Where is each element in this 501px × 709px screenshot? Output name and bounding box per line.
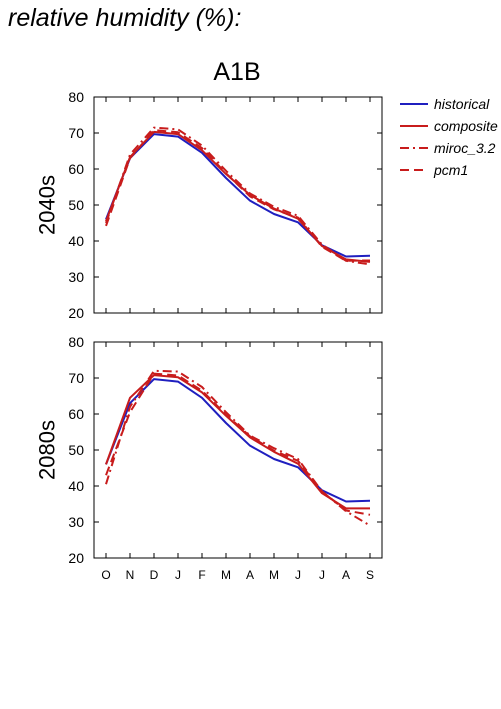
series-line-pcm1	[105, 372, 371, 516]
y-tick-label: 50	[68, 197, 84, 213]
legend-label: pcm1	[433, 162, 468, 178]
y-tick-label: 80	[68, 89, 84, 105]
series-line-miroc-3-2	[105, 369, 371, 527]
page-title: relative humidity (%):	[8, 4, 242, 32]
y-tick-label: 70	[68, 370, 84, 386]
y-tick-label: 80	[68, 334, 84, 350]
series-line-pcm1	[105, 129, 371, 262]
x-tick-label: M	[269, 568, 279, 582]
plot-frame	[93, 96, 383, 314]
y-tick-label: 40	[68, 478, 84, 494]
x-tick-label: A	[246, 568, 254, 582]
x-tick-label: A	[342, 568, 350, 582]
y-tick-label: 60	[68, 161, 84, 177]
y-tick-label: 50	[68, 442, 84, 458]
series-line-historical	[105, 378, 371, 503]
x-tick-label: J	[319, 568, 325, 582]
x-tick-label: D	[150, 568, 159, 582]
y-tick-label: 20	[68, 305, 84, 321]
y-tick-label: 30	[68, 269, 84, 285]
legend-label: miroc_3.2	[434, 140, 496, 156]
series-line-historical	[105, 133, 371, 258]
plot-frame	[93, 341, 383, 559]
y-tick-label: 30	[68, 514, 84, 530]
panel-ylabel: 2080s	[35, 420, 60, 480]
series-line-miroc-3-2	[105, 126, 371, 266]
legend-label: composite	[434, 118, 498, 134]
legend-label: historical	[434, 96, 490, 112]
y-tick-label: 60	[68, 406, 84, 422]
y-tick-label: 70	[68, 125, 84, 141]
series-line-composite	[105, 130, 371, 263]
y-tick-label: 40	[68, 233, 84, 249]
x-tick-label: S	[366, 568, 374, 582]
x-tick-label: J	[175, 568, 181, 582]
panel-ylabel: 2040s	[35, 175, 60, 235]
x-tick-label: J	[295, 568, 301, 582]
chart-title: A1B	[213, 58, 260, 86]
x-tick-label: M	[221, 568, 231, 582]
x-tick-label: O	[101, 568, 110, 582]
y-tick-label: 20	[68, 550, 84, 566]
x-tick-label: N	[126, 568, 135, 582]
series-line-composite	[105, 374, 370, 510]
x-tick-label: F	[198, 568, 205, 582]
